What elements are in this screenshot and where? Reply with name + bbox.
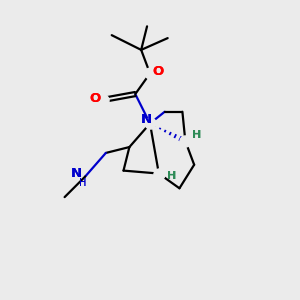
Text: H: H (192, 130, 201, 140)
Text: H: H (167, 172, 176, 182)
Text: H: H (167, 172, 176, 182)
Text: O: O (153, 65, 164, 79)
Text: O: O (89, 92, 100, 105)
Text: H: H (192, 130, 201, 140)
Text: O: O (89, 92, 100, 105)
Text: N: N (71, 167, 82, 180)
Text: N: N (71, 167, 82, 180)
Text: H: H (79, 178, 87, 188)
Text: O: O (153, 65, 164, 79)
Text: H: H (79, 178, 87, 188)
Text: N: N (141, 113, 152, 127)
Text: N: N (141, 113, 152, 127)
